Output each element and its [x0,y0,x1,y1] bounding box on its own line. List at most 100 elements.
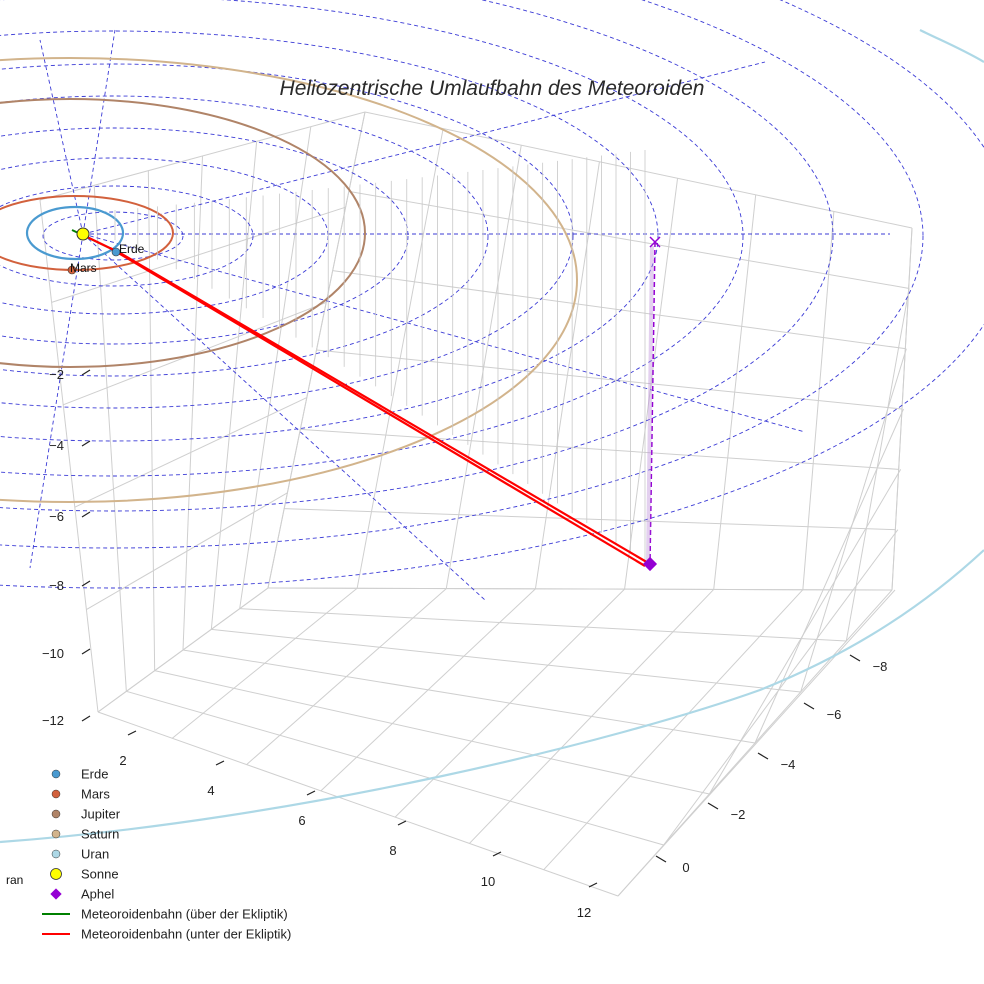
chart-title: Heliozentrische Umlaufbahn des Meteoroid… [280,77,705,100]
z-tick-mark [81,369,91,376]
y-axis-ticks: 0 −2 −4 −6 −8 [655,654,887,875]
ecliptic-spoke [29,233,84,569]
grid-line [39,199,99,713]
floor-grid [97,587,893,897]
ecliptic-ring [42,211,184,261]
aphel-projection-line [649,241,656,565]
y-tick-label: −2 [731,807,746,822]
grid-line [97,711,619,897]
ecliptic-spoke [82,233,806,433]
grid-line [332,270,906,350]
legend-marker-jupiter [51,809,61,819]
x-axis-ticks: 2 4 6 8 10 12 [119,730,598,920]
grid-line [51,206,346,303]
sun-point [76,227,90,241]
x-tick-mark [588,882,598,888]
legend-item-uranus: Uran [51,847,109,862]
grid-line [97,587,269,713]
legend-label-earth: Erde [81,767,108,782]
legend-item-orbit_below: Meteoroidenbahn (unter der Ekliptik) [42,927,291,942]
orbit-below-ecliptic-line [114,249,651,565]
x-tick-mark [397,820,407,826]
ecliptic-spoke [82,233,486,601]
grid-line [284,508,896,531]
x-tick-mark [492,851,502,857]
legend-item-earth: Erde [51,767,108,782]
y-tick-mark [707,802,719,810]
ecliptic-spoke [82,61,766,235]
grid-line [86,492,288,611]
grid-line [211,628,801,693]
legend-marker-saturn [51,829,61,839]
grid-line [617,589,896,897]
legend-marker-mars [51,789,61,799]
legend-marker-uranus [51,849,61,859]
legend-label-orbit_above: Meteoroidenbahn (über der Ekliptik) [81,907,288,922]
ecliptic-ring [0,185,254,287]
saturn-orbit [0,57,578,503]
ecliptic-ring [0,0,984,589]
x-tick-label: 6 [298,813,305,828]
uranus-orbit [0,549,984,844]
grid-line [147,170,156,671]
grid-line [316,349,903,410]
legend-marker-aphel [50,888,62,900]
meteoroid-orbit [71,229,656,567]
legend-item-saturn: Saturn [51,827,119,842]
mars-point [67,265,77,275]
legend-item-mars: Mars [51,787,110,802]
axis-box-grid [39,111,913,897]
grid-line [154,670,710,795]
legend: Erde Mars Jupiter Saturn Uran Sonne Aphel Meteo… [42,767,291,942]
legend-label-orbit_below: Meteoroidenbahn (unter der Ekliptik) [81,927,291,942]
legend-label-saturn: Saturn [81,827,119,842]
grid-line [267,111,366,589]
aphel-top-marker [649,236,661,248]
aphel-point [642,556,658,572]
z-tick-mark [81,648,91,655]
grid-line [239,608,847,642]
y-tick-label: −4 [781,757,796,772]
y-tick-label: 0 [682,860,689,875]
z-tick-mark [81,440,91,447]
x-tick-label: 12 [577,905,591,920]
legend-marker-sun [50,868,62,880]
grid-line [182,649,756,744]
x-tick-mark [127,730,137,736]
grid-line [663,529,899,846]
ecliptic-ring [0,127,409,345]
legend-label-mars: Mars [81,787,110,802]
ecliptic-spoke [82,29,116,235]
grid-line [74,397,308,508]
aphel-band [646,245,654,561]
ecliptic-ring [0,30,659,442]
z-tick-label: −6 [49,509,64,524]
grid-line [93,185,127,692]
y-tick-mark [849,654,861,662]
legend-label-aphel: Aphel [81,887,114,902]
grid-line [845,288,910,642]
legend-item-aphel: Aphel [50,887,114,902]
grid-line [267,587,893,591]
x-tick-label: 2 [119,753,126,768]
ecliptic-ring [0,0,744,477]
z-axis-ticks: −2 −4 −6 −8 −10 −12 [42,367,91,728]
z-tick-label: −2 [49,367,64,382]
grid-line [364,111,913,229]
celestial-bodies: Erde Mars ran [6,227,661,887]
orbit-below-ecliptic-line [109,247,646,567]
z-tick-mark [81,511,91,518]
legend-item-jupiter: Jupiter [51,807,121,822]
z-tick-label: −4 [49,438,64,453]
legend-item-sun: Sonne [50,867,119,882]
y-tick-mark [803,702,815,710]
z-tick-mark [81,580,91,587]
grid-line [210,141,258,630]
legend-label-jupiter: Jupiter [81,807,121,822]
z-tick-label: −8 [49,578,64,593]
legend-label-uranus: Uran [81,847,109,862]
x-tick-mark [215,760,225,766]
y-tick-mark [655,855,667,863]
y-tick-mark [757,752,769,760]
